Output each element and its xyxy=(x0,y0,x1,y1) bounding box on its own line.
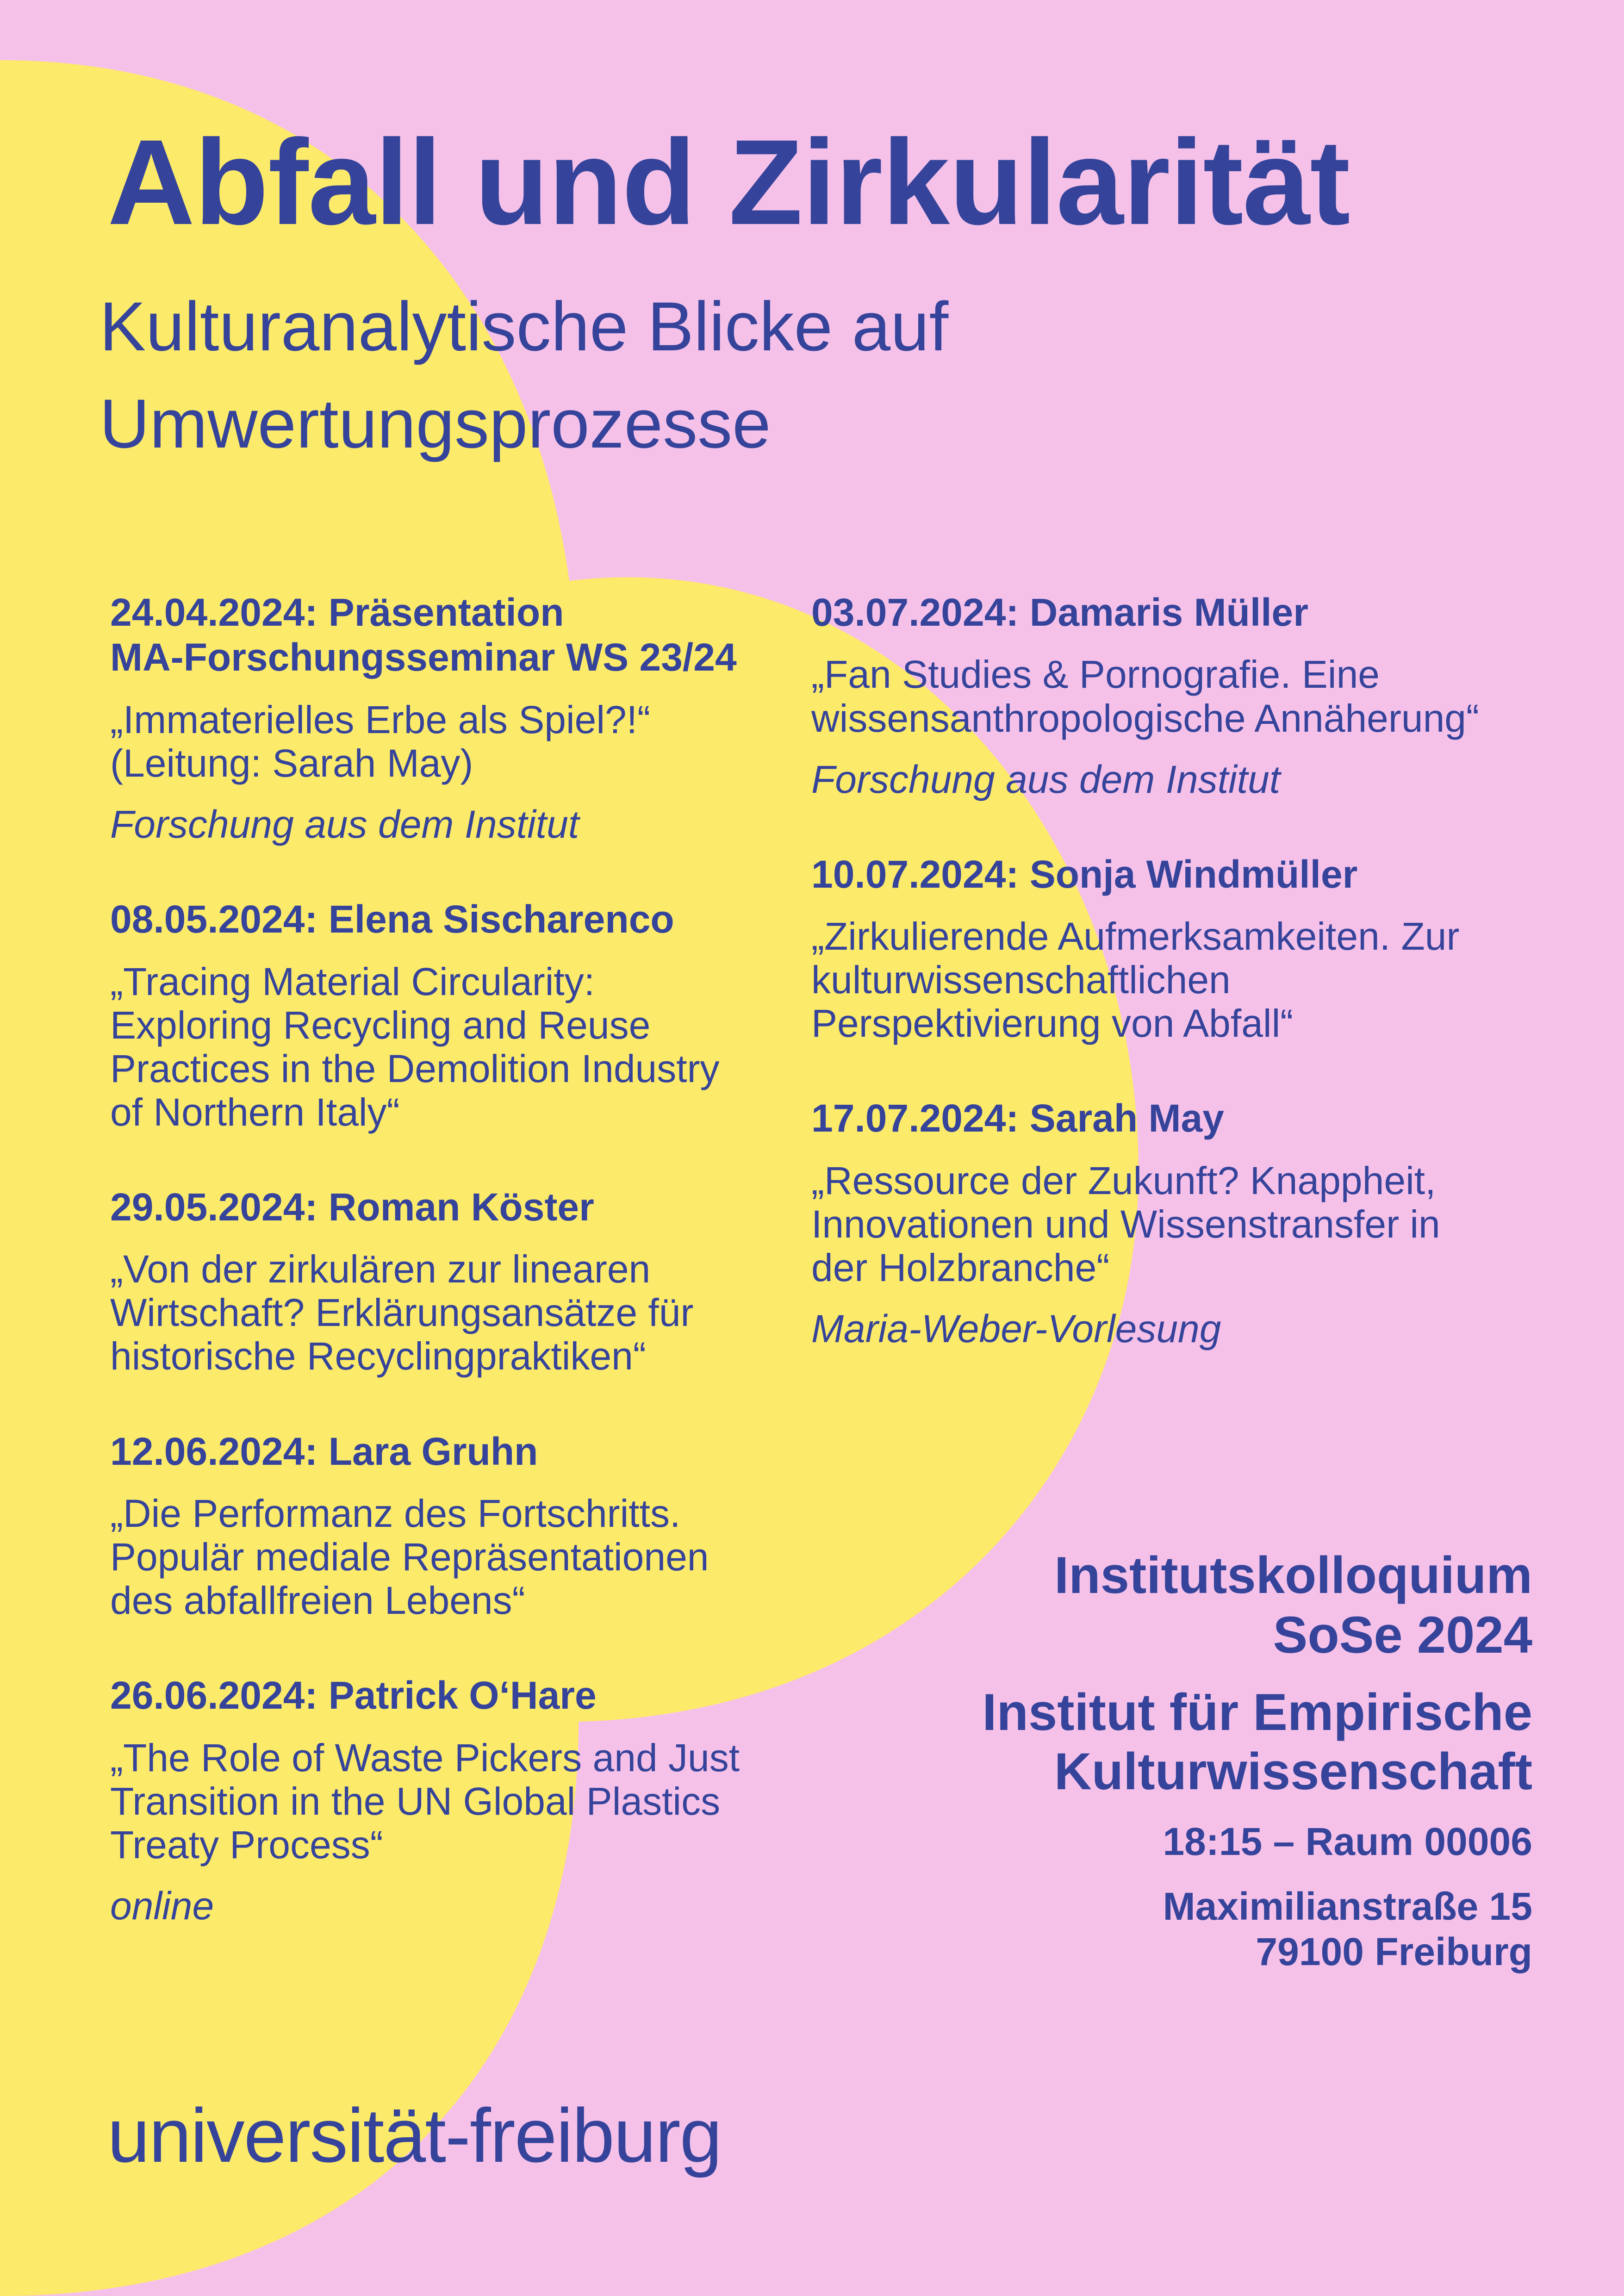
text-line: Institutskolloquium xyxy=(1054,1546,1532,1604)
event-talk-title: „Von der zirkulären zur linearen Wirtsch… xyxy=(110,1247,814,1378)
text-line: „Fan Studies & Pornografie. Eine xyxy=(811,653,1380,697)
event-talk-title: „Tracing Material Circularity: Exploring… xyxy=(110,960,814,1134)
institute-name: Institut für Empirische Kulturwissenscha… xyxy=(838,1683,1532,1802)
text-line: Wirtschaft? Erklärungsansätze für xyxy=(110,1291,694,1335)
text-line: Transition in the UN Global Plastics xyxy=(110,1779,721,1823)
page-subtitle: Kulturanalytische Blicke auf Umwertungsp… xyxy=(100,287,949,462)
event-date-speaker: 12.06.2024: Lara Gruhn xyxy=(110,1429,814,1474)
address: Maximilianstraße 15 79100 Freiburg xyxy=(838,1884,1532,1975)
text-line: 10.07.2024: Sonja Windmüller xyxy=(811,852,1358,896)
yellow-shape-path xyxy=(0,60,1139,2296)
event-date-speaker: 26.06.2024: Patrick O‘Hare xyxy=(110,1673,814,1718)
text-line: Exploring Recycling and Reuse xyxy=(110,1003,651,1047)
event-talk-title: „Immaterielles Erbe als Spiel?!“ (Leitun… xyxy=(110,698,814,785)
text-line: Treaty Process“ xyxy=(110,1823,383,1867)
text-line: 08.05.2024: Elena Sischarenco xyxy=(110,897,674,941)
event-date-speaker: 17.07.2024: Sarah May xyxy=(811,1096,1552,1141)
event-item: 24.04.2024: Präsentation MA-Forschungsse… xyxy=(110,590,814,846)
text-line: „Tracing Material Circularity: xyxy=(110,959,595,1003)
text-line: 29.05.2024: Roman Köster xyxy=(110,1185,594,1229)
text-line: 17.07.2024: Sarah May xyxy=(811,1096,1224,1140)
event-item: 17.07.2024: Sarah May „Ressource der Zuk… xyxy=(811,1096,1552,1350)
event-item: 10.07.2024: Sonja Windmüller „Zirkuliere… xyxy=(811,852,1552,1045)
text-line: Maximilianstraße 15 xyxy=(1163,1884,1532,1928)
text-line: der Holzbranche“ xyxy=(811,1245,1110,1289)
event-item: 26.06.2024: Patrick O‘Hare „The Role of … xyxy=(110,1673,814,1928)
event-list-left: 24.04.2024: Präsentation MA-Forschungsse… xyxy=(110,590,814,1928)
text-line: 24.04.2024: Präsentation xyxy=(110,591,564,634)
text-line: Kulturwissenschaft xyxy=(1054,1742,1532,1801)
text-line: 03.07.2024: Damaris Müller xyxy=(811,591,1308,634)
text-line: Populär mediale Repräsentationen xyxy=(110,1535,709,1579)
event-date-speaker: 24.04.2024: Präsentation MA-Forschungsse… xyxy=(110,590,814,680)
logo-hyphen: - xyxy=(445,2093,471,2178)
event-talk-title: „Die Performanz des Fortschritts. Populä… xyxy=(110,1492,814,1622)
event-date-speaker: 08.05.2024: Elena Sischarenco xyxy=(110,897,814,942)
university-logo: universität-freiburg xyxy=(107,2092,722,2179)
text-line: 79100 Freiburg xyxy=(1256,1930,1532,1974)
text-line: Institut für Empirische xyxy=(982,1683,1532,1741)
event-talk-title: „Fan Studies & Pornografie. Eine wissens… xyxy=(811,653,1552,740)
event-talk-title: „The Role of Waste Pickers and Just Tran… xyxy=(110,1736,814,1867)
event-talk-title: „Zirkulierende Aufmerksamkeiten. Zur kul… xyxy=(811,915,1552,1045)
text-line: des abfallfreien Lebens“ xyxy=(110,1579,525,1623)
text-line: kulturwissenschaftlichen xyxy=(811,958,1231,1002)
text-line: „Zirkulierende Aufmerksamkeiten. Zur xyxy=(811,915,1460,958)
text-line: SoSe 2024 xyxy=(1273,1605,1532,1664)
event-talk-title: „Ressource der Zukunft? Knappheit, Innov… xyxy=(811,1159,1552,1289)
event-date-speaker: 29.05.2024: Roman Köster xyxy=(110,1185,814,1230)
event-list-right: 03.07.2024: Damaris Müller „Fan Studies … xyxy=(811,590,1552,1350)
event-date-speaker: 10.07.2024: Sonja Windmüller xyxy=(811,852,1552,897)
logo-text-part2: freiburg xyxy=(469,2093,722,2178)
colloquium-info: Institutskolloquium SoSe 2024 Institut f… xyxy=(838,1546,1532,1974)
event-date-speaker: 03.07.2024: Damaris Müller xyxy=(811,590,1552,635)
event-item: 29.05.2024: Roman Köster „Von der zirkul… xyxy=(110,1185,814,1378)
text-line: 26.06.2024: Patrick O‘Hare xyxy=(110,1674,597,1717)
text-line: historische Recyclingpraktiken“ xyxy=(110,1334,646,1378)
text-line: „Ressource der Zukunft? Knappheit, xyxy=(811,1158,1436,1202)
text-line: wissensanthropologische Annäherung“ xyxy=(811,696,1479,740)
text-line: „Von der zirkulären zur linearen xyxy=(110,1247,651,1291)
text-line: Perspektivierung von Abfall“ xyxy=(811,1002,1294,1045)
logo-text-part1: universität xyxy=(107,2093,446,2178)
event-item: 12.06.2024: Lara Gruhn „Die Performanz d… xyxy=(110,1429,814,1623)
text-line: of Northern Italy“ xyxy=(110,1090,400,1134)
event-note: online xyxy=(110,1884,214,1928)
event-note: Maria-Weber-Vorlesung xyxy=(811,1307,1221,1351)
event-item: 03.07.2024: Damaris Müller „Fan Studies … xyxy=(811,590,1552,801)
text-line: Innovationen und Wissenstransfer in xyxy=(811,1202,1440,1246)
text-line: MA-Forschungsseminar WS 23/24 xyxy=(110,635,737,679)
text-line: „Die Performanz des Fortschritts. xyxy=(110,1491,681,1535)
page-title: Abfall und Zirkularität xyxy=(107,114,1350,250)
text-line: „Immaterielles Erbe als Spiel?!“ xyxy=(110,697,651,741)
text-line: (Leitung: Sarah May) xyxy=(110,741,473,785)
text-line: Practices in the Demolition Industry xyxy=(110,1046,720,1090)
colloquium-title: Institutskolloquium SoSe 2024 xyxy=(838,1546,1532,1665)
time-and-room: 18:15 – Raum 00006 xyxy=(1163,1820,1532,1864)
text-line: 12.06.2024: Lara Gruhn xyxy=(110,1429,538,1473)
event-note: Forschung aus dem Institut xyxy=(811,757,1281,801)
text-line: „The Role of Waste Pickers and Just xyxy=(110,1736,740,1780)
event-note: Forschung aus dem Institut xyxy=(110,803,579,846)
event-item: 08.05.2024: Elena Sischarenco „Tracing M… xyxy=(110,897,814,1134)
